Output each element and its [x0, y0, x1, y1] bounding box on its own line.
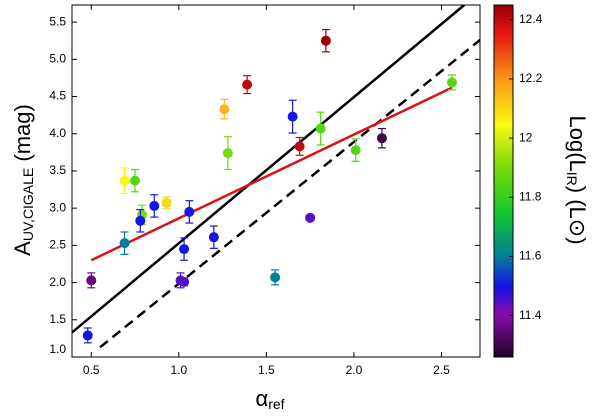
fit-line [90, 86, 453, 262]
y-tick-label: 5.0 [49, 51, 66, 65]
marker [350, 145, 361, 156]
marker [82, 330, 93, 341]
y-tick-label: 5.5 [49, 14, 66, 28]
marker [86, 275, 97, 286]
colorbar-tick-label: 12.4 [519, 12, 543, 26]
data-point [208, 225, 219, 249]
data-point [320, 28, 331, 53]
marker [179, 244, 190, 255]
data-point [294, 136, 305, 156]
data-point [179, 276, 190, 287]
marker [130, 175, 141, 186]
data-point [446, 74, 457, 91]
data-point [119, 167, 130, 194]
data-point [219, 98, 230, 120]
marker [179, 276, 190, 287]
marker [446, 77, 457, 88]
data-point [82, 327, 93, 344]
x-tick-label: 0.5 [83, 363, 100, 377]
y-tick-label: 2.0 [49, 275, 66, 289]
data-point [86, 272, 97, 289]
x-tick-label: 1.0 [170, 363, 187, 377]
data-point [350, 138, 361, 162]
colorbar [493, 4, 514, 358]
data-point [130, 168, 141, 193]
y-tick-label: 2.5 [49, 238, 66, 252]
fit-line [72, 5, 466, 334]
data-point [376, 127, 387, 149]
marker [287, 111, 298, 122]
data-point [287, 99, 298, 134]
marker [315, 123, 326, 134]
data-point [242, 75, 253, 95]
colorbar-tick-label: 12.2 [519, 71, 543, 85]
marker [270, 272, 281, 283]
x-tick-label: 2.5 [433, 363, 450, 377]
y-axis-label: AUV,CIGALE (mag) [10, 104, 36, 256]
marker [242, 79, 253, 90]
marker [161, 197, 172, 208]
y-tick-label: 4.5 [49, 89, 66, 103]
data-point [135, 209, 146, 233]
fit-line [99, 39, 480, 349]
colorbar-label: Log(LIR) (L⊙) [564, 115, 590, 244]
data-point [179, 237, 190, 261]
data-point [222, 136, 233, 171]
marker [294, 141, 305, 152]
data-point [149, 194, 160, 218]
y-tick-label: 4.0 [49, 126, 66, 140]
colorbar-tick-label: 11.8 [519, 189, 542, 203]
x-tick-label: 2.0 [346, 363, 363, 377]
y-tick-label: 1.0 [49, 342, 66, 356]
marker [208, 232, 219, 243]
marker [135, 215, 146, 226]
data-point [270, 269, 281, 286]
y-tick-label: 3.5 [49, 163, 66, 177]
data-point [161, 196, 172, 210]
x-axis-label: αref [255, 386, 284, 412]
plot-frame [71, 4, 481, 358]
marker [149, 200, 160, 211]
data-point [305, 212, 316, 223]
marker [222, 148, 233, 159]
x-tick-label: 1.5 [258, 363, 275, 377]
colorbar-tick-label: 12 [519, 130, 533, 144]
marker [119, 238, 130, 249]
marker [119, 175, 130, 186]
marker [320, 35, 331, 46]
data-point [119, 231, 130, 255]
data-point [315, 111, 326, 146]
y-tick-label: 3.0 [49, 200, 66, 214]
y-tick-label: 1.5 [49, 312, 66, 326]
marker [305, 212, 316, 223]
colorbar-tick-label: 11.6 [519, 249, 542, 263]
data-point [184, 200, 195, 224]
marker [219, 104, 230, 115]
marker [376, 133, 387, 144]
marker [184, 206, 195, 217]
colorbar-tick-label: 11.4 [519, 308, 542, 322]
